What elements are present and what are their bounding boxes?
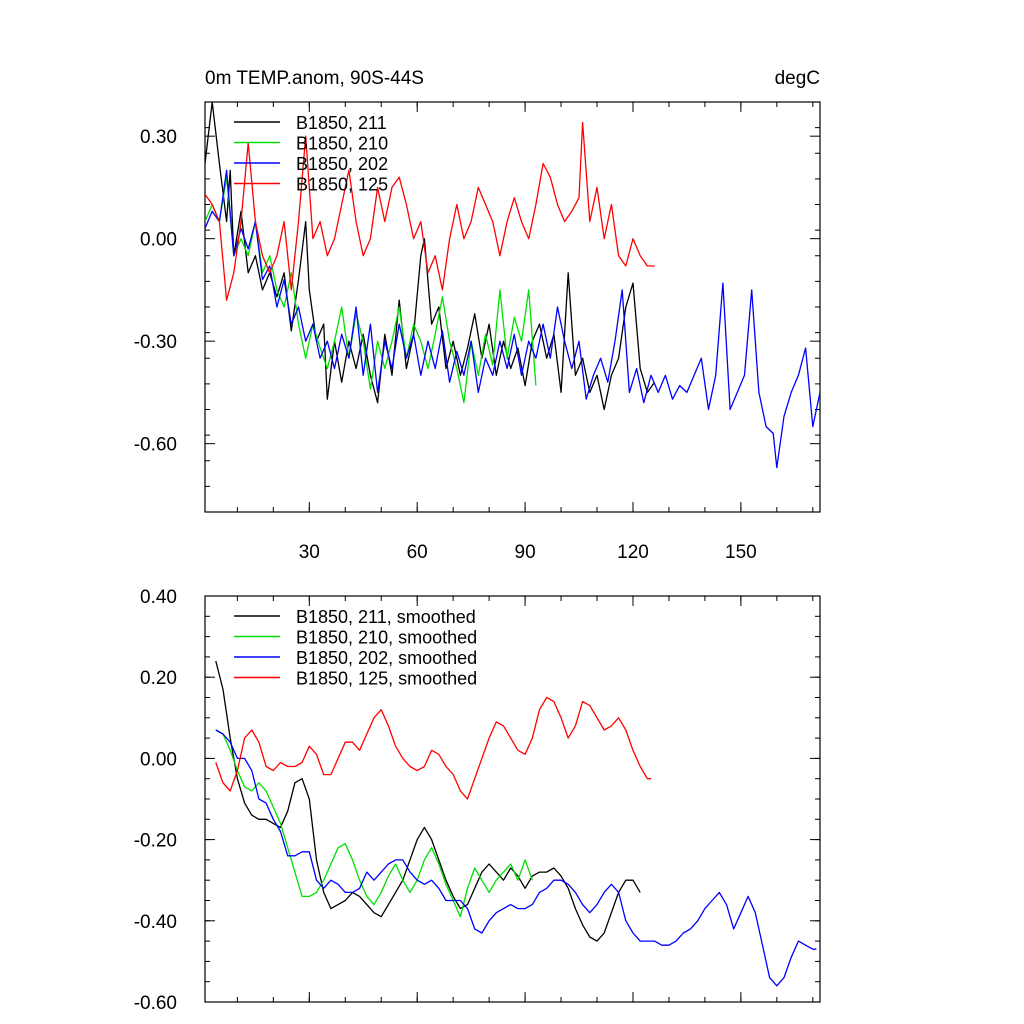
y-tick-label: 0.40 bbox=[140, 587, 177, 608]
series-line-b1850-211 bbox=[205, 102, 656, 411]
series-line-b1850-211-smoothed bbox=[215, 660, 641, 942]
series-line-b1850-210-smoothed bbox=[215, 729, 533, 918]
y-tick-label: -0.30 bbox=[134, 332, 177, 353]
legend-label: B1850, 202 bbox=[296, 154, 388, 174]
chart-title: 0m TEMP.anom, 90S-44S bbox=[205, 68, 424, 89]
panel-2: 0.40 0.20 0.00 -0.20 -0.40 -0.60 B1850, 211, s… bbox=[134, 587, 821, 1014]
y-tick-label: -0.20 bbox=[134, 831, 177, 852]
y-tick-label: 0.30 bbox=[140, 127, 177, 148]
y-tick-label: -0.60 bbox=[134, 993, 177, 1014]
y-tick-label: -0.40 bbox=[134, 912, 177, 933]
x-tick-label: 60 bbox=[407, 542, 428, 563]
legend-label: B1850, 211, smoothed bbox=[296, 607, 476, 627]
series-line-b1850-202-smoothed bbox=[215, 729, 817, 987]
series-line-b1850-125 bbox=[205, 121, 655, 301]
legend-label: B1850, 210 bbox=[296, 134, 388, 154]
x-tick-label: 90 bbox=[515, 542, 536, 563]
legend-label: B1850, 125, smoothed bbox=[296, 669, 477, 689]
x-tick-label: 150 bbox=[725, 542, 757, 563]
y-tick-label: -0.60 bbox=[134, 435, 177, 456]
series-line-b1850-202 bbox=[205, 169, 820, 469]
y-tick-label: 0.00 bbox=[140, 230, 177, 251]
x-tick-label: 30 bbox=[299, 542, 320, 563]
series-group bbox=[215, 660, 817, 987]
units-label: degC bbox=[775, 68, 820, 89]
panel-1: 0.30 0.00 -0.30 -0.60 30 60 90 120 150 0m TEMP.an… bbox=[134, 68, 821, 563]
y-tick-label: 0.20 bbox=[140, 668, 177, 689]
x-tick-label: 120 bbox=[617, 542, 649, 563]
legend-label: B1850, 125 bbox=[296, 175, 388, 195]
legend-label: B1850, 202, smoothed bbox=[296, 648, 477, 668]
series-group bbox=[205, 102, 820, 469]
legend-label: B1850, 211 bbox=[296, 113, 387, 133]
y-tick-label: 0.00 bbox=[140, 749, 177, 770]
series-line-b1850-125-smoothed bbox=[215, 696, 651, 800]
legend-label: B1850, 210, smoothed bbox=[296, 628, 477, 648]
